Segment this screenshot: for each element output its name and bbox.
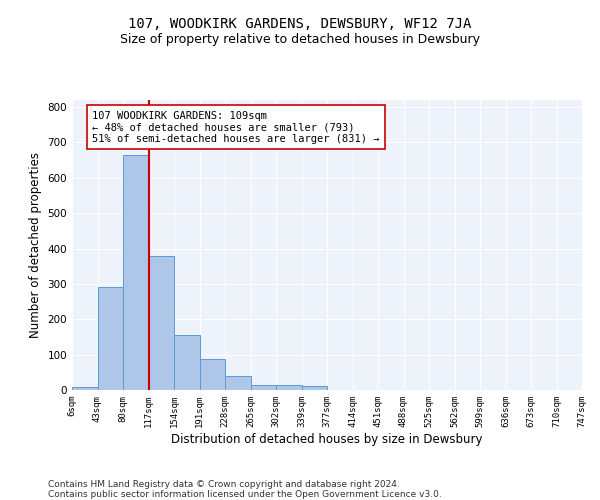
Bar [276, 384, 302, 390]
Bar [302, 386, 327, 390]
Bar [225, 376, 251, 390]
X-axis label: Distribution of detached houses by size in Dewsbury: Distribution of detached houses by size … [171, 432, 483, 446]
Text: 107 WOODKIRK GARDENS: 109sqm
← 48% of detached houses are smaller (793)
51% of s: 107 WOODKIRK GARDENS: 109sqm ← 48% of de… [92, 110, 380, 144]
Bar [72, 387, 97, 390]
Bar [199, 359, 225, 390]
Bar [97, 288, 123, 390]
Text: 107, WOODKIRK GARDENS, DEWSBURY, WF12 7JA: 107, WOODKIRK GARDENS, DEWSBURY, WF12 7J… [128, 18, 472, 32]
Text: Contains HM Land Registry data © Crown copyright and database right 2024.
Contai: Contains HM Land Registry data © Crown c… [48, 480, 442, 500]
Bar [174, 335, 199, 390]
Bar [123, 155, 149, 390]
Text: Size of property relative to detached houses in Dewsbury: Size of property relative to detached ho… [120, 32, 480, 46]
Bar [149, 256, 174, 390]
Y-axis label: Number of detached properties: Number of detached properties [29, 152, 42, 338]
Bar [251, 384, 276, 390]
